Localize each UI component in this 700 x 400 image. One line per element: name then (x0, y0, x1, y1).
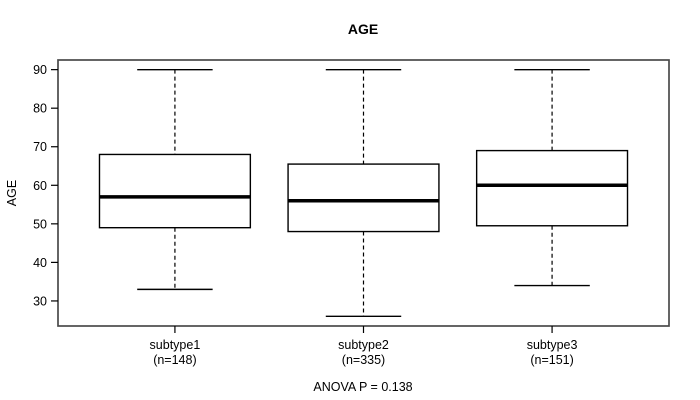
y-tick-label: 80 (33, 102, 47, 116)
iqr-box (475, 149, 629, 227)
chart-title: AGE (348, 21, 378, 37)
x-tick-label: subtype3 (527, 338, 578, 352)
y-tick-label: 50 (33, 217, 47, 231)
y-tick-label: 40 (33, 256, 47, 270)
y-tick-label: 90 (33, 63, 47, 77)
y-tick-label: 70 (33, 140, 47, 154)
x-tick-label: subtype1 (150, 338, 201, 352)
iqr-box (287, 163, 440, 233)
x-tick-sublabel: (n=151) (530, 353, 573, 367)
iqr-box (98, 153, 252, 229)
y-tick-label: 30 (33, 294, 47, 308)
x-tick-label: subtype2 (338, 338, 389, 352)
plot-area: 30405060708090subtype1(n=148)subtype2(n=… (33, 59, 670, 367)
x-tick-sublabel: (n=148) (153, 353, 196, 367)
anova-annotation: ANOVA P = 0.138 (313, 380, 412, 394)
y-axis-title: AGE (5, 180, 19, 206)
x-tick-sublabel: (n=335) (342, 353, 385, 367)
y-tick-label: 60 (33, 179, 47, 193)
